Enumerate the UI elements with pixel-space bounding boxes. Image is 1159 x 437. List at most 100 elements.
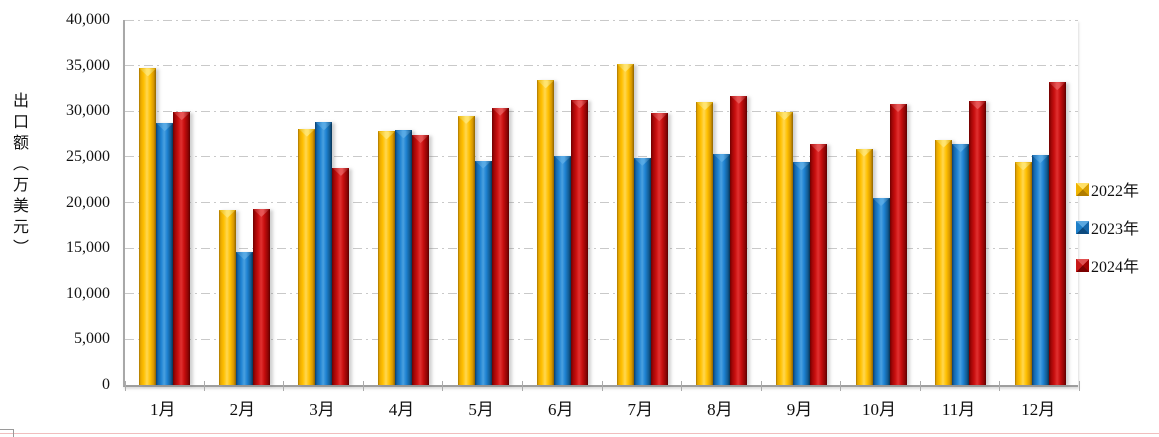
bar-2022年-10月 xyxy=(855,148,873,385)
x-category-label-3月: 3月 xyxy=(309,400,335,419)
x-axis-tick xyxy=(840,381,842,391)
y-axis-title: 出口额（万美元） xyxy=(6,92,30,332)
x-axis-tick xyxy=(125,381,126,391)
bar-2022年-2月 xyxy=(218,209,236,385)
x-axis-tick xyxy=(760,381,762,391)
bar-2023年-6月 xyxy=(554,155,572,385)
bar-2023年-11月 xyxy=(952,144,970,385)
x-axis-tick xyxy=(1079,381,1080,391)
bar-group-10月 xyxy=(841,20,921,385)
bar-group-6月 xyxy=(523,20,603,385)
x-axis-tick xyxy=(442,381,444,391)
y-tick-label: 15,000 xyxy=(66,239,110,257)
x-axis-tick xyxy=(681,381,683,391)
x-axis-tick xyxy=(283,381,285,391)
bottom-rule-line xyxy=(0,433,1159,434)
bar-2022年-8月 xyxy=(696,102,714,385)
bar-2023年-1月 xyxy=(156,123,174,385)
bar-2023年-4月 xyxy=(395,130,413,385)
bar-2024年-5月 xyxy=(491,107,509,385)
bar-2022年-3月 xyxy=(298,128,316,385)
gridline xyxy=(125,338,1078,340)
x-category-label-2月: 2月 xyxy=(229,400,256,419)
legend-label: 2022年 xyxy=(1091,183,1140,200)
legend-swatch-icon xyxy=(1076,182,1089,196)
bar-2022年-11月 xyxy=(935,139,953,385)
y-tick-label: 10,000 xyxy=(66,284,110,302)
bar-2023年-8月 xyxy=(713,154,731,385)
x-category-label-5月: 5月 xyxy=(468,400,494,419)
bar-group-3月 xyxy=(284,20,364,385)
bar-2022年-12月 xyxy=(1014,162,1032,385)
bar-2024年-8月 xyxy=(730,95,748,385)
bar-2024年-9月 xyxy=(809,144,827,385)
bar-2024年-12月 xyxy=(1048,82,1066,385)
gridline xyxy=(125,156,1078,158)
legend: 2022年 2023年 2024年 xyxy=(1076,179,1139,293)
x-axis-tick xyxy=(362,381,364,391)
bar-2024年-3月 xyxy=(332,167,350,385)
bar-2022年-9月 xyxy=(775,112,793,385)
bar-2022年-6月 xyxy=(537,80,555,385)
x-axis-tick xyxy=(521,381,523,391)
x-axis-tick xyxy=(601,381,603,391)
y-tick-label: 40,000 xyxy=(66,11,110,28)
x-category-label-4月: 4月 xyxy=(388,400,415,419)
bar-2024年-4月 xyxy=(412,134,430,385)
gridline xyxy=(125,247,1078,249)
x-axis-tick xyxy=(919,381,921,391)
bar-group-8月 xyxy=(682,20,762,385)
gridline xyxy=(125,20,1078,21)
bar-2022年-4月 xyxy=(378,131,396,385)
legend-item-2023年: 2023年 xyxy=(1076,217,1140,238)
bar-2023年-10月 xyxy=(872,197,890,385)
y-axis-title-text: 出口额（万美元） xyxy=(10,92,27,260)
bar-group-7月 xyxy=(603,20,683,385)
bar-group-5月 xyxy=(443,20,523,385)
bar-group-11月 xyxy=(921,20,1001,385)
legend-swatch-icon xyxy=(1076,220,1089,234)
bar-2022年-7月 xyxy=(616,63,634,385)
bar-2023年-12月 xyxy=(1031,155,1049,385)
bar-group-1月 xyxy=(125,20,205,385)
y-tick-label: 5,000 xyxy=(74,330,110,348)
legend-label: 2024年 xyxy=(1091,259,1140,276)
bar-group-2月 xyxy=(205,20,285,385)
x-category-label-1月: 1月 xyxy=(150,400,176,419)
x-category-label-11月: 11月 xyxy=(941,400,976,419)
plot-area xyxy=(123,20,1080,391)
x-category-label-6月: 6月 xyxy=(547,400,574,419)
bar-2024年-10月 xyxy=(889,103,907,385)
legend-item-2024年: 2024年 xyxy=(1076,255,1140,276)
y-tick-label: 30,000 xyxy=(66,102,110,120)
legend-label: 2023年 xyxy=(1091,221,1140,238)
bar-2023年-3月 xyxy=(315,122,333,385)
gridline xyxy=(125,110,1078,112)
bar-2023年-2月 xyxy=(235,251,253,385)
corner-artifact xyxy=(0,429,14,430)
y-tick-label: 0 xyxy=(102,376,110,393)
gridline xyxy=(125,202,1078,203)
bar-2024年-7月 xyxy=(650,113,668,385)
corner-artifact xyxy=(13,429,14,437)
x-category-label-8月: 8月 xyxy=(707,400,733,419)
bar-2024年-11月 xyxy=(969,101,987,385)
bar-2023年-9月 xyxy=(792,162,810,385)
bar-group-4月 xyxy=(364,20,444,385)
y-tick-label: 25,000 xyxy=(66,147,110,165)
bar-group-12月 xyxy=(1000,20,1080,385)
x-category-label-7月: 7月 xyxy=(627,400,654,419)
y-tick-label: 20,000 xyxy=(66,193,110,211)
bar-2024年-6月 xyxy=(571,100,589,385)
bar-2022年-1月 xyxy=(139,68,157,385)
x-axis-tick xyxy=(203,381,205,391)
legend-swatch-icon xyxy=(1076,258,1089,272)
gridline xyxy=(125,65,1078,67)
bar-2023年-7月 xyxy=(633,157,651,385)
legend-item-2022年: 2022年 xyxy=(1076,179,1140,200)
bar-2022年-5月 xyxy=(457,115,475,385)
bar-2024年-2月 xyxy=(252,208,270,385)
x-category-label-12月: 12月 xyxy=(1021,400,1056,419)
gridline xyxy=(125,293,1078,295)
